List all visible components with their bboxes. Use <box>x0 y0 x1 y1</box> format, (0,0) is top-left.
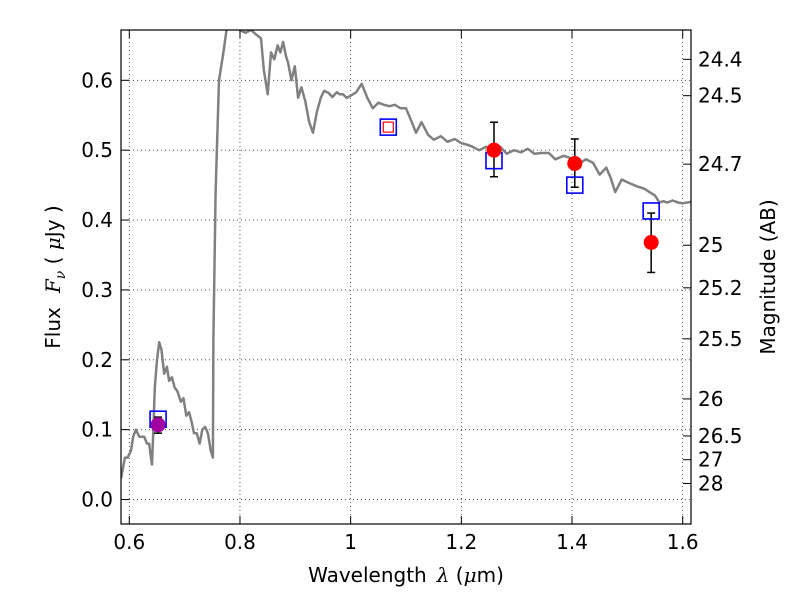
model-square-marker <box>565 176 584 194</box>
x-tick-label: 1.2 <box>445 530 477 554</box>
template-spectrum <box>121 30 691 479</box>
y-tick-label: 0.1 <box>81 418 113 442</box>
x-axis-label: Wavelength λ (μm) <box>308 563 504 587</box>
spectrum-line <box>121 30 691 479</box>
model-inner-square-marker <box>382 121 394 133</box>
y2-tick-label: 24.5 <box>698 84 743 108</box>
axis-ticks: 0.6 0.8 1 1.2 1.4 1.6 0.0 0.1 0.2 0.3 0.4 0.5 0.6 24.… <box>81 30 743 554</box>
y2-tick-label: 25.2 <box>698 276 743 300</box>
y2-tick-label: 24.4 <box>698 47 743 71</box>
observed-point <box>643 234 659 250</box>
y2-tick-label: 25 <box>698 233 723 257</box>
x-tick-label: 1.4 <box>556 530 588 554</box>
y-tick-label: 0.2 <box>81 348 113 372</box>
y-tick-label: 0.6 <box>81 68 113 92</box>
observed-point <box>150 417 166 433</box>
y2-tick-label: 25.5 <box>698 327 743 351</box>
observed-points <box>150 142 659 433</box>
y2-tick-label: 27 <box>698 448 723 472</box>
model-square-marker <box>642 202 660 220</box>
y2-tick-label: 28 <box>698 471 723 495</box>
y2-tick-label: 26 <box>698 387 723 411</box>
y2-tick-label: 26.5 <box>698 424 743 448</box>
secondary-y-axis-label: Magnitude (AB) <box>756 199 780 354</box>
plot-frame <box>120 29 692 525</box>
y-axis-label: FluxFν ( μJy ) <box>41 205 69 348</box>
y-tick-label: 0.0 <box>81 488 113 512</box>
x-tick-label: 1.6 <box>667 530 699 554</box>
x-tick-label: 0.8 <box>224 530 256 554</box>
y2-tick-label: 24.7 <box>698 152 743 176</box>
x-tick-label: 0.6 <box>113 530 145 554</box>
plot-area <box>121 30 691 524</box>
observed-point <box>486 142 502 158</box>
y-tick-label: 0.3 <box>81 278 113 302</box>
model-square-marker <box>379 118 398 136</box>
grid-lines <box>121 30 691 524</box>
y-tick-label: 0.4 <box>81 208 113 232</box>
y-tick-label: 0.5 <box>81 138 113 162</box>
observed-point <box>567 155 583 171</box>
x-tick-label: 1 <box>344 530 357 554</box>
